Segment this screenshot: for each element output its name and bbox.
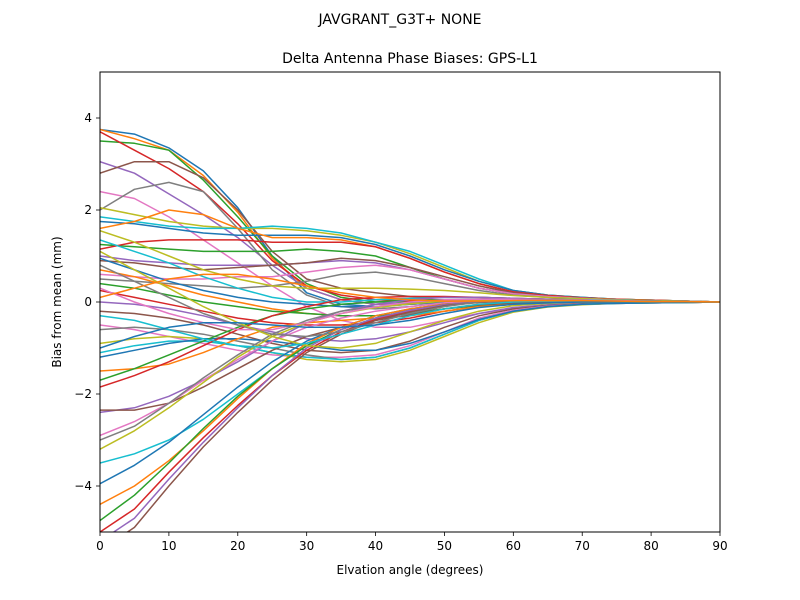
y-axis: −4 −2 0 2 4 <box>74 111 100 493</box>
figure-suptitle: JAVGRANT_G3T+ NONE <box>317 12 481 28</box>
y-tick-label: −2 <box>74 387 92 401</box>
x-axis: 0 10 20 30 40 50 60 70 80 90 <box>96 532 728 553</box>
x-tick-label: 30 <box>299 539 314 553</box>
y-tick-label: 2 <box>84 203 92 217</box>
x-tick-label: 50 <box>437 539 452 553</box>
x-tick-label: 20 <box>230 539 245 553</box>
chart-title: Delta Antenna Phase Biases: GPS-L1 <box>282 51 538 67</box>
x-axis-label: Elvation angle (degrees) <box>337 563 484 577</box>
series-line-52 <box>100 273 720 303</box>
x-tick-label: 90 <box>712 539 727 553</box>
series-layer <box>100 128 720 532</box>
x-tick-label: 40 <box>368 539 383 553</box>
y-tick-label: −4 <box>74 479 92 493</box>
series-line-51 <box>100 301 720 349</box>
x-tick-label: 80 <box>643 539 658 553</box>
x-tick-label: 0 <box>96 539 104 553</box>
y-axis-label: Bias from mean (mm) <box>50 236 64 367</box>
x-tick-label: 60 <box>506 539 521 553</box>
x-tick-label: 70 <box>575 539 590 553</box>
x-tick-label: 10 <box>161 539 176 553</box>
y-tick-label: 0 <box>84 295 92 309</box>
y-tick-label: 4 <box>84 111 92 125</box>
